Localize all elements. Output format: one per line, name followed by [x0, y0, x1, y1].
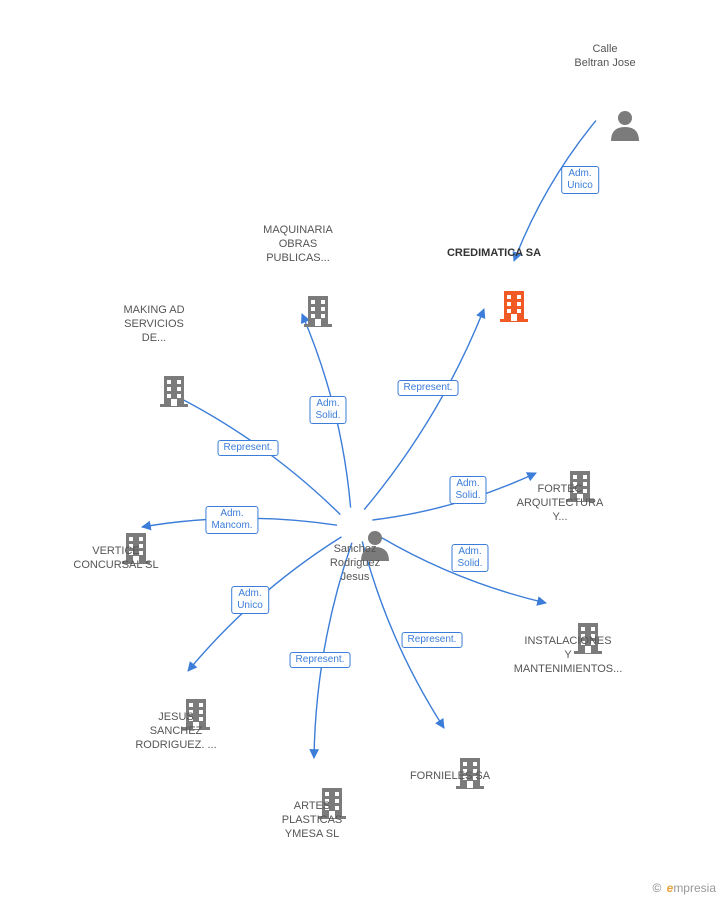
edge-label: Adm. Mancom. [205, 506, 258, 534]
edge-label: Represent. [218, 440, 279, 456]
edge-label: Represent. [290, 652, 351, 668]
edge-label: Represent. [402, 632, 463, 648]
edge-label: Adm. Unico [231, 586, 269, 614]
node-label: ARTES PLASTICAS YMESA SL [282, 800, 343, 841]
watermark: © empresia [652, 881, 716, 895]
node-label: FORTEC ARQUITECTURA Y... [517, 483, 604, 524]
node-label: MAKING AD SERVICIOS DE... [123, 304, 184, 345]
edge-label: Represent. [398, 380, 459, 396]
node-label: FORNIELES SA [410, 770, 490, 784]
node-label: CREDIMATICA SA [447, 247, 541, 261]
node-label: JESUS SANCHEZ RODRIGUEZ. ... [135, 711, 216, 752]
node-label: Calle Beltran Jose [574, 43, 635, 71]
node-label: INSTALACIONES Y MANTENIMIENTOS... [514, 635, 623, 676]
node-label: Sanchez Rodriguez Jesus [330, 543, 380, 584]
edge-label: Adm. Unico [561, 166, 599, 194]
node-label: MAQUINARIA OBRAS PUBLICAS... [263, 224, 333, 265]
edge-label: Adm. Solid. [451, 544, 488, 572]
node-label: VERTICE CONCURSAL SL [73, 545, 158, 573]
edge-label: Adm. Solid. [309, 396, 346, 424]
copyright-symbol: © [652, 881, 661, 895]
edge-label: Adm. Solid. [449, 476, 486, 504]
brand-rest: mpresia [673, 881, 716, 895]
